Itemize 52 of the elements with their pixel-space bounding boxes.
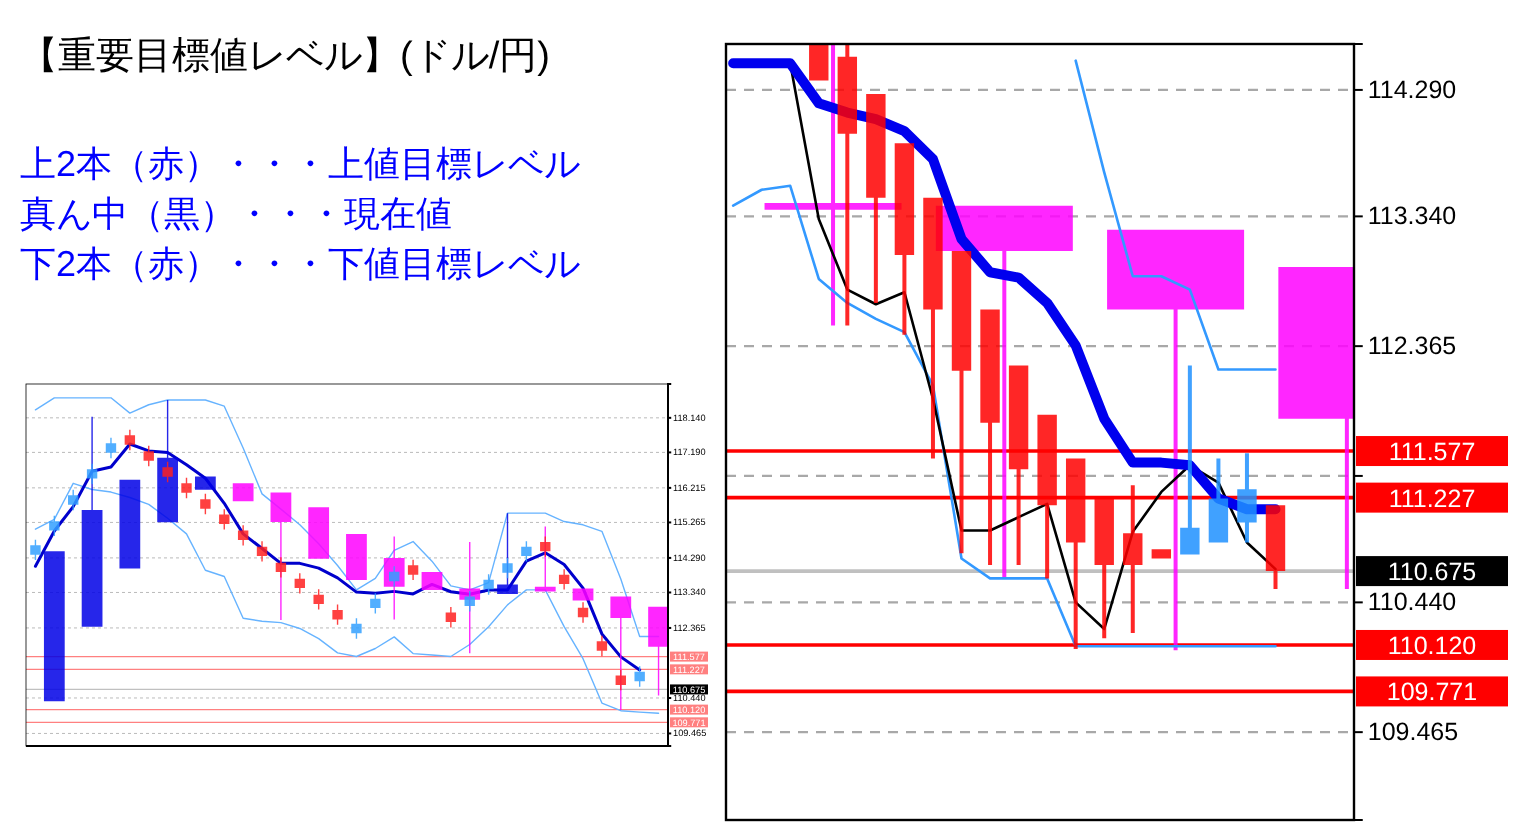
candlestick — [81, 416, 103, 627]
candlestick — [534, 526, 556, 592]
candlestick — [195, 476, 216, 490]
candlestick — [157, 400, 178, 523]
text: 上2本（赤）・・・上値目標レベル — [20, 144, 581, 184]
candlestick — [346, 533, 367, 581]
line-series — [34, 482, 660, 714]
candlestick — [421, 572, 443, 590]
candlestick — [1107, 229, 1245, 651]
candlestick — [445, 607, 457, 628]
candlestick — [610, 596, 632, 710]
ref-line-label: 110.120 — [1387, 631, 1477, 660]
candlestick — [308, 507, 330, 559]
candlestick — [577, 602, 589, 623]
candlestick — [502, 557, 513, 579]
ref-line-label: 109.771 — [1386, 678, 1478, 707]
candlestick — [275, 557, 287, 578]
y-tick-label: 113.340 — [1367, 202, 1457, 231]
candlestick — [30, 539, 41, 561]
candlestick — [256, 541, 268, 562]
candlestick — [558, 569, 570, 590]
candlestick — [124, 429, 136, 451]
candlestick — [572, 588, 594, 601]
candlestick — [497, 513, 518, 594]
ref-line-label: 111.227 — [1388, 484, 1476, 513]
y-tick-label: 114.290 — [1367, 75, 1457, 104]
candlestick — [119, 479, 141, 569]
ref-line-label: 110.675 — [1387, 558, 1477, 587]
candlestick — [596, 635, 608, 657]
y-tick-label: 109.465 — [1367, 718, 1459, 747]
y-tick-label: 112.365 — [1367, 332, 1457, 361]
candlestick — [162, 461, 173, 483]
candlestick — [86, 463, 98, 485]
candlestick — [407, 559, 419, 581]
candlestick — [232, 483, 254, 502]
y-tick-label: 110.440 — [1367, 588, 1457, 617]
ref-line-label: 111.577 — [1388, 438, 1476, 467]
line-series — [1074, 59, 1277, 371]
candlestick — [105, 437, 117, 459]
line-series — [731, 184, 1277, 648]
candlestick — [270, 492, 292, 621]
candlestick — [181, 477, 192, 499]
candlestick — [1180, 365, 1200, 555]
candlestick — [1237, 453, 1257, 543]
candlestick — [200, 493, 211, 515]
text: 真ん中（黒）・・・現在値 — [20, 194, 452, 234]
candlestick — [49, 515, 60, 537]
text: 下2本（赤）・・・下値目標レベル — [20, 244, 581, 284]
candlestick — [43, 551, 65, 702]
candlestick — [237, 525, 249, 546]
text: 【重要目標値レベル】(ドル/円) — [20, 36, 550, 78]
line-series — [33, 442, 642, 672]
